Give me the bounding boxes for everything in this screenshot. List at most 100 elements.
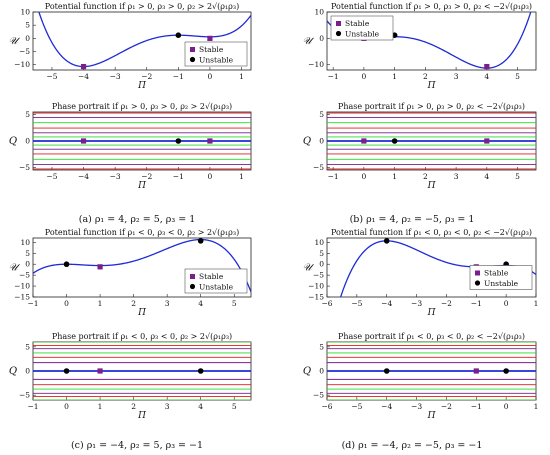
legend-stable-marker: [336, 21, 341, 26]
x-tick-label: −1: [27, 402, 38, 411]
y-axis-label: 𝒰: [303, 36, 315, 47]
x-tick-label: 5: [232, 402, 237, 411]
plot-frame: [326, 237, 537, 298]
x-tick-label: −1: [27, 299, 38, 308]
unstable-point: [63, 261, 70, 268]
y-tick-label: 0: [319, 367, 324, 376]
x-tick-label: −2: [141, 172, 152, 181]
y-tick-label: −5: [313, 163, 324, 172]
y-tick-label: −5: [313, 391, 324, 400]
y-tick-label: −5: [19, 271, 30, 280]
legend-unstable-label: Unstable: [199, 56, 234, 65]
y-tick-label: −5: [19, 163, 30, 172]
legend-stable-label: Stable: [199, 45, 224, 54]
x-tick-label: −2: [141, 72, 152, 81]
y-tick-label: 0: [319, 137, 324, 146]
plot-frame: [326, 11, 537, 71]
legend-unstable-marker: [189, 56, 196, 63]
plot-frame: [32, 11, 252, 71]
y-axis-label: Q: [9, 366, 17, 377]
x-tick-label: −4: [78, 72, 89, 81]
x-tick-label: −2: [441, 299, 452, 308]
legend: Stable Unstable: [330, 15, 394, 41]
unstable-point: [197, 238, 204, 244]
panel-title: Potential function if ρ₁ > 0, ρ₃ > 0, ρ₂…: [45, 2, 239, 11]
x-axis-label: Π: [427, 181, 436, 191]
caption-c: (c) ρ₁ = −4, ρ₂ = 5, ρ₃ = −1: [71, 440, 203, 451]
panel-b-potential: Potential function if ρ₁ > 0, ρ₃ > 0, ρ₂…: [303, 2, 537, 91]
x-tick-label: 1: [239, 172, 244, 181]
plot-frame: [32, 237, 252, 298]
y-tick-label: 5: [25, 342, 30, 351]
legend-unstable-marker: [189, 283, 196, 290]
x-axis-label: Π: [137, 81, 146, 91]
unstable-point: [391, 138, 398, 144]
x-tick-label: −3: [110, 72, 121, 81]
potential-curve: [38, 12, 251, 68]
x-tick-label: 1: [239, 72, 244, 81]
panel-title: Phase portrait if ρ₁ > 0, ρ₃ > 0, ρ₂ < −…: [338, 102, 525, 111]
legend-box: [184, 41, 248, 67]
y-tick-label: 5: [319, 110, 324, 119]
y-tick-label: −5: [19, 47, 30, 56]
unstable-point: [175, 32, 182, 38]
y-tick-label: −5: [313, 271, 324, 280]
x-tick-label: −1: [328, 72, 339, 81]
panel-title: Potential function if ρ₁ > 0, ρ₃ > 0, ρ₂…: [331, 2, 532, 11]
unstable-point: [383, 238, 390, 244]
y-tick-label: 10: [20, 8, 30, 17]
y-tick-label: −10: [14, 60, 30, 69]
y-tick-label: −5: [19, 391, 30, 400]
panel-title: Phase portrait if ρ₁ > 0, ρ₃ > 0, ρ₂ > 2…: [52, 102, 232, 111]
x-tick-label: 4: [484, 72, 489, 81]
panel-a-phase: Phase portrait if ρ₁ > 0, ρ₃ > 0, ρ₂ > 2…: [9, 102, 252, 191]
x-axis-label: Π: [427, 308, 436, 318]
x-tick-label: 3: [454, 72, 459, 81]
x-tick-label: 2: [131, 299, 136, 308]
caption-b: (b) ρ₁ = 4, ρ₂ = −5, ρ₃ = 1: [350, 214, 475, 225]
y-axis-label: Q: [303, 366, 311, 377]
x-tick-label: −4: [381, 402, 392, 411]
stable-point: [80, 138, 87, 144]
x-tick-label: −6: [321, 299, 332, 308]
unstable-point: [383, 368, 390, 374]
legend-stable-marker: [190, 47, 195, 52]
y-tick-label: −10: [308, 60, 324, 69]
legend-unstable-marker: [474, 280, 481, 286]
panel-c-potential: Potential function if ρ₁ < 0, ρ₃ < 0, ρ₂…: [9, 228, 252, 318]
y-tick-label: −15: [14, 293, 30, 302]
y-tick-label: −10: [308, 282, 324, 291]
x-axis-label: Π: [137, 308, 146, 318]
y-tick-label: −10: [14, 282, 30, 291]
x-axis-label: Π: [427, 411, 436, 421]
stable-point: [361, 138, 367, 144]
x-tick-label: 0: [504, 402, 509, 411]
x-tick-label: 1: [98, 402, 103, 411]
x-tick-label: −3: [411, 299, 422, 308]
y-tick-label: 0: [25, 34, 30, 43]
y-tick-label: 0: [25, 137, 30, 146]
panel-a-potential: Potential function if ρ₁ > 0, ρ₃ > 0, ρ₂…: [9, 2, 252, 91]
legend-unstable-label: Unstable: [484, 279, 519, 288]
y-tick-label: 10: [314, 8, 324, 17]
y-axis-label: Q: [9, 136, 17, 147]
x-tick-label: 3: [165, 299, 170, 308]
panel-title: Potential function if ρ₁ < 0, ρ₃ < 0, ρ₂…: [45, 228, 239, 237]
x-tick-label: 1: [98, 299, 103, 308]
legend-stable-label: Stable: [199, 272, 224, 281]
y-tick-label: 5: [25, 249, 30, 258]
y-tick-label: 5: [319, 342, 324, 351]
x-tick-label: 0: [361, 72, 366, 81]
y-tick-label: 5: [25, 110, 30, 119]
x-tick-label: 0: [361, 172, 366, 181]
panel-d-phase: Phase portrait if ρ₁ < 0, ρ₃ < 0, ρ₂ < −…: [303, 332, 538, 421]
x-tick-label: 4: [484, 172, 489, 181]
y-tick-label: −15: [308, 293, 324, 302]
panel-b-phase: Phase portrait if ρ₁ > 0, ρ₃ > 0, ρ₂ < −…: [303, 102, 537, 191]
panel-d-potential: Potential function if ρ₁ < 0, ρ₃ < 0, ρ₂…: [303, 228, 539, 318]
x-tick-label: −1: [173, 172, 184, 181]
panel-title: Phase portrait if ρ₁ < 0, ρ₃ < 0, ρ₂ > 2…: [52, 332, 232, 341]
x-tick-label: 3: [454, 172, 459, 181]
x-tick-label: −5: [46, 172, 57, 181]
x-tick-label: 0: [64, 402, 69, 411]
